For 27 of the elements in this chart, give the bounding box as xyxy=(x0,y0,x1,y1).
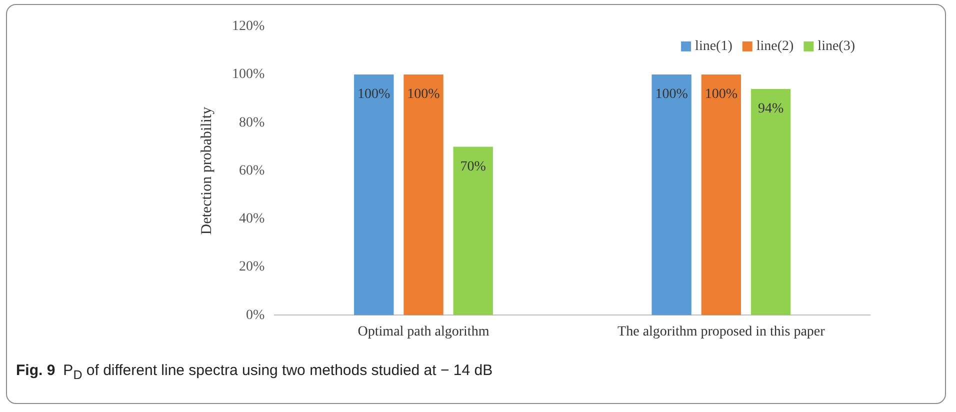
legend-label: line(3) xyxy=(818,39,856,54)
text: P$_{D}$ of different line spectra using two methods studied at − 14 dB xyxy=(63,362,493,382)
data-label: 100% xyxy=(407,87,440,102)
x-tick-label: Optimal path algorithm xyxy=(358,324,490,340)
bar xyxy=(652,74,692,316)
x-tick-label: The algorithm proposed in this paper xyxy=(618,324,826,340)
data-label: 100% xyxy=(358,87,391,102)
data-label: 70% xyxy=(460,159,486,174)
legend-label: line(1) xyxy=(695,39,733,54)
bar xyxy=(701,74,742,316)
y-axis-title: Detection probability xyxy=(198,106,215,235)
data-label: 100% xyxy=(704,87,738,102)
bar xyxy=(404,74,444,316)
y-tick-label: 80% xyxy=(238,115,265,130)
bar xyxy=(453,146,493,316)
y-tick-label: 0% xyxy=(246,308,265,323)
y-tick-label: 120% xyxy=(232,19,265,34)
y-tick-label: 20% xyxy=(238,260,265,275)
y-tick-label: 40% xyxy=(238,212,265,227)
text: Fig. 9 xyxy=(16,362,56,379)
y-tick-label: 100% xyxy=(232,67,265,82)
bar xyxy=(750,88,791,316)
legend-label: line(2) xyxy=(756,39,794,54)
data-label: 94% xyxy=(758,102,784,117)
bar xyxy=(354,74,394,316)
data-label: 100% xyxy=(655,87,688,102)
y-tick-label: 60% xyxy=(238,163,265,178)
